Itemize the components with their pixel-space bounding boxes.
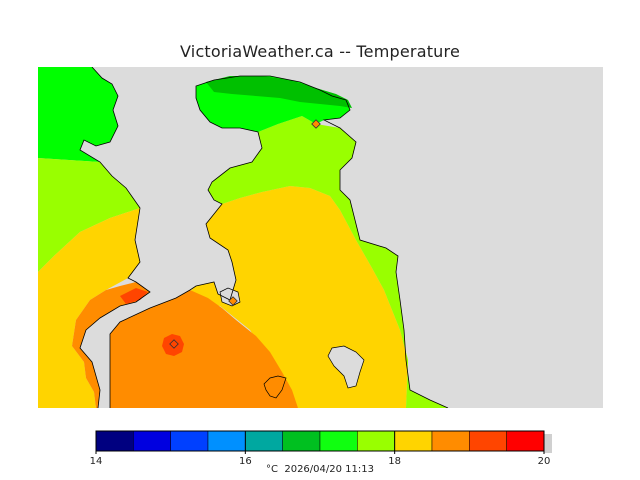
station-markers [169,119,321,349]
zone-redorange-patch [120,288,148,304]
legend-bin [394,430,433,452]
west-landmass [38,67,150,408]
zone-darkgreen-north [206,76,352,108]
legend-tick-label: 14 [90,456,103,467]
legend-shadow [544,434,552,453]
legend-bin [207,430,246,452]
legend-bin [170,430,209,452]
station-marker[interactable] [228,296,238,306]
zone-lightgreen-west [38,158,140,272]
legend-timestamp: 2026/04/20 11:13 [284,464,374,475]
legend-bin [431,430,470,452]
east-landmass [110,76,448,408]
legend-tick-label: 18 [388,456,401,467]
coastline-east [109,75,449,408]
zone-green-west [38,67,118,162]
legend-bin [357,430,395,452]
legend-bin [319,430,358,452]
legend-bin [469,430,507,452]
legend-bin [506,430,545,452]
island-small [263,375,287,399]
station-marker[interactable] [169,339,179,349]
zone-orange-west [72,282,150,408]
island-south [327,345,365,389]
legend-bin [245,430,283,452]
legend-tick-label: 16 [239,456,252,467]
zone-lightgreen-east [208,116,448,408]
coastline-west [79,67,151,408]
zone-yellow-west [38,208,140,408]
legend-tick-label: 20 [538,456,551,467]
map-title: VictoriaWeather.ca -- Temperature [180,42,460,61]
legend-bin [133,430,171,452]
legend-bin [95,430,134,452]
station-marker[interactable] [311,119,321,129]
legend-caption: °C 2026/04/20 11:13 [0,464,640,475]
zone-orange-south [110,290,298,408]
legend-unit: °C [266,464,278,475]
legend-bin [282,430,321,452]
